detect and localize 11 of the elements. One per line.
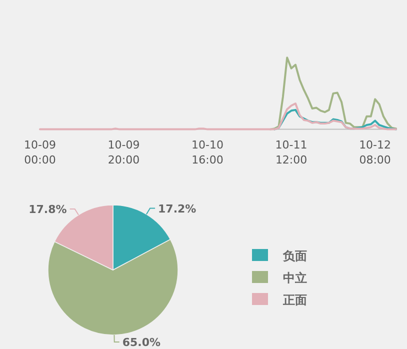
x-tick-label: 10-10 16:00: [192, 138, 224, 166]
data-label: 17.8%: [28, 202, 67, 216]
x-tick-label: 10-09 00:00: [24, 138, 56, 166]
data-label: 65.0%: [122, 336, 161, 349]
x-tick-label: 10-09 20:00: [108, 138, 140, 166]
legend-label: 负面: [282, 249, 307, 263]
x-tick-label: 10-11 12:00: [275, 138, 308, 166]
data-label: 17.2%: [158, 202, 196, 216]
legend-label: 正面: [282, 293, 307, 307]
legend-label: 中立: [283, 271, 307, 285]
x-tick-label: 10-12 08:00: [359, 138, 392, 166]
